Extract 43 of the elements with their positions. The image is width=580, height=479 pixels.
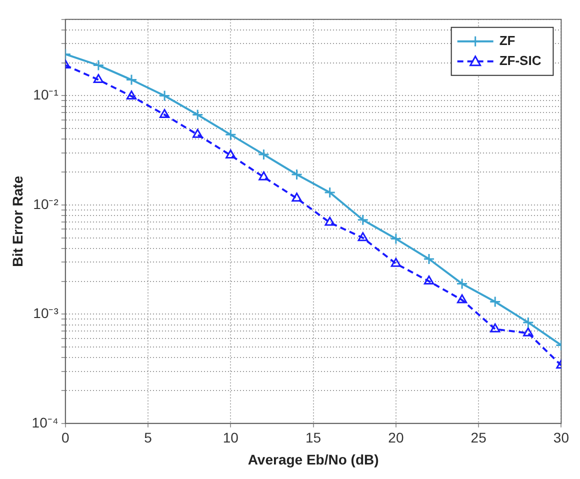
point: [423, 253, 435, 265]
x-tick-label: 5: [144, 430, 152, 446]
point: [92, 60, 104, 72]
point: [390, 258, 402, 267]
point: [158, 90, 170, 102]
point: [159, 108, 170, 118]
x-tick-label: 0: [61, 430, 70, 446]
point: [192, 128, 203, 138]
y-axis-title: Bit Error Rate: [9, 176, 26, 267]
x-tick-label: 15: [306, 430, 322, 446]
point: [192, 108, 204, 120]
legend-label: ZF-SIC: [499, 52, 542, 68]
point: [489, 296, 501, 308]
point: [324, 216, 335, 226]
point: [357, 214, 369, 226]
point: [456, 294, 468, 304]
point: [522, 316, 534, 328]
point: [490, 323, 500, 332]
point: [224, 128, 236, 140]
point: [126, 90, 137, 100]
point: [324, 186, 336, 198]
point: [456, 278, 468, 290]
y-tick-label: 10⁻⁴: [32, 414, 58, 430]
x-tick-label: 20: [388, 430, 404, 446]
point: [292, 192, 302, 202]
x-tick-label: 30: [553, 430, 570, 446]
x-axis-title: Average Eb/No (dB): [248, 451, 379, 468]
point: [258, 171, 269, 180]
y-tick-label: 10⁻¹: [33, 86, 59, 103]
x-tick-label: 10: [222, 430, 239, 446]
point: [390, 233, 402, 245]
point: [523, 327, 534, 336]
point: [226, 150, 236, 159]
point: [424, 276, 434, 285]
y-tick-label: 10⁻²: [33, 196, 59, 212]
y-tick-label: 10⁻³: [33, 305, 59, 322]
point: [258, 148, 270, 160]
point: [126, 74, 138, 86]
x-tick-label: 25: [470, 430, 487, 446]
point: [93, 74, 104, 84]
point: [291, 168, 303, 180]
point: [358, 232, 368, 242]
legend-label: ZF: [499, 32, 516, 48]
